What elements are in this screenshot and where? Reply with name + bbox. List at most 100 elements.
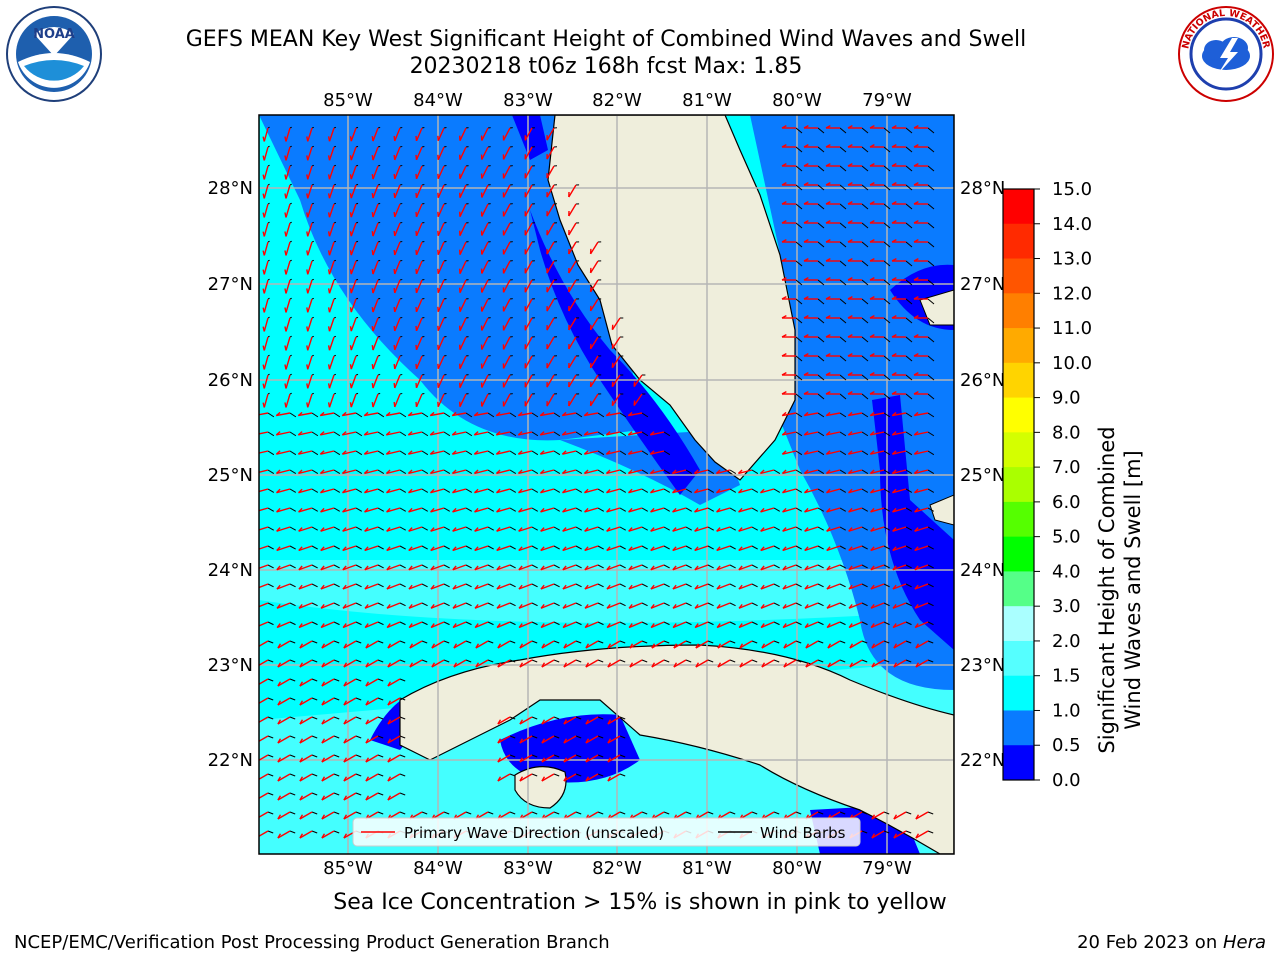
wave-arrow-head: [284, 364, 287, 370]
wave-direction-arrow: [298, 431, 313, 436]
wave-arrow-head: [259, 834, 260, 835]
wind-barb: [553, 545, 560, 550]
wave-direction-arrow: [892, 488, 907, 494]
wind-barb: [421, 126, 425, 129]
wind-barb: [773, 526, 780, 531]
wind-barb: [311, 716, 318, 720]
wave-direction-arrow: [277, 830, 291, 839]
wave-arrow-head: [803, 390, 809, 395]
wave-arrow-head: [320, 546, 325, 551]
wind-barb: [575, 640, 582, 644]
wave-arrow-head: [760, 584, 765, 590]
wind-barb: [861, 184, 869, 191]
wind-barb: [355, 278, 359, 281]
wave-arrow-head: [694, 507, 699, 513]
wind-barb: [729, 469, 737, 474]
wave-direction-arrow: [372, 317, 379, 332]
wave-arrow-head: [914, 584, 919, 590]
wave-arrow-head: [349, 326, 352, 332]
wind-barb: [795, 450, 803, 456]
wave-direction-arrow: [540, 488, 555, 494]
wave-direction-arrow: [628, 507, 643, 513]
wave-arrow-head: [891, 124, 897, 129]
wind-barb: [311, 431, 319, 437]
lat-label: 22°N: [208, 750, 253, 771]
wind-barb: [883, 374, 891, 381]
wave-arrow-head: [869, 257, 875, 262]
wave-direction-arrow: [263, 317, 269, 332]
wind-barb: [377, 792, 384, 796]
wind-barb: [905, 184, 913, 191]
wave-direction-arrow: [321, 678, 335, 687]
wave-direction-arrow: [328, 241, 335, 256]
wave-direction-arrow: [893, 830, 907, 839]
wind-barb: [399, 278, 403, 281]
wind-barb: [311, 545, 318, 550]
wave-arrow-head: [298, 623, 303, 628]
wave-arrow-head: [782, 527, 787, 532]
wind-barb: [883, 507, 891, 512]
wind-barb: [531, 450, 539, 456]
wave-arrow-head: [343, 776, 348, 782]
wind-barb: [641, 659, 648, 663]
wave-direction-arrow: [524, 146, 533, 160]
wave-direction-arrow: [650, 583, 665, 590]
wave-arrow-head: [848, 603, 853, 609]
wind-barb: [289, 583, 296, 588]
wave-direction-arrow: [915, 830, 929, 839]
colorbar-ticks: 15.014.013.012.011.010.09.08.07.06.05.04…: [1034, 179, 1092, 791]
wave-arrow-head: [255, 547, 258, 551]
wind-barb: [267, 735, 274, 739]
wave-arrow-head: [430, 546, 435, 551]
wind-barb: [399, 488, 407, 493]
wave-arrow-head: [365, 776, 370, 782]
wind-barb: [575, 488, 583, 493]
wave-arrow-head: [408, 565, 413, 571]
wave-direction-arrow: [782, 412, 797, 417]
wind-barb: [883, 659, 890, 663]
wave-arrow-head: [497, 757, 502, 763]
wind-barb: [927, 545, 934, 550]
wind-barb: [685, 640, 692, 644]
wind-barb: [377, 678, 384, 682]
wave-arrow-head: [327, 212, 331, 218]
wind-barb: [377, 526, 384, 531]
wave-direction-arrow: [717, 659, 731, 668]
wind-barb: [531, 431, 539, 437]
wind-barb: [817, 488, 825, 493]
wave-arrow-head: [386, 584, 391, 590]
wave-direction-arrow: [277, 659, 291, 668]
wave-direction-arrow: [320, 602, 335, 609]
wind-barb: [289, 545, 296, 550]
wave-direction-arrow: [387, 697, 401, 706]
wave-direction-arrow: [307, 298, 313, 313]
wind-barb: [575, 621, 582, 626]
wave-direction-arrow: [870, 431, 885, 436]
wind-barb: [267, 164, 270, 167]
wave-arrow-head: [306, 231, 309, 237]
wave-direction-arrow: [298, 564, 313, 571]
wave-direction-arrow: [568, 298, 577, 312]
wave-arrow-head: [408, 488, 413, 494]
wave-arrow-head: [848, 488, 853, 494]
wind-barb: [333, 431, 341, 437]
wind-barb: [575, 431, 583, 437]
wave-arrow-head: [562, 507, 567, 513]
wave-direction-arrow: [437, 203, 445, 218]
wave-arrow-head: [393, 173, 396, 180]
wind-barb: [883, 184, 891, 191]
colorbar-tick-label: 5.0: [1052, 527, 1081, 548]
wave-arrow-head: [262, 345, 265, 351]
wave-arrow-head: [254, 470, 258, 473]
wind-barb: [553, 450, 561, 456]
wave-arrow-head: [803, 450, 809, 455]
wave-arrow-head: [473, 411, 479, 417]
wave-arrow-head: [539, 431, 545, 436]
wind-barb: [817, 184, 825, 191]
wind-barb: [839, 488, 847, 493]
wave-arrow-head: [913, 238, 919, 243]
wave-arrow-head: [847, 124, 853, 129]
wind-barb: [773, 640, 780, 644]
wave-direction-arrow: [364, 507, 379, 513]
wave-arrow-head: [782, 546, 787, 551]
